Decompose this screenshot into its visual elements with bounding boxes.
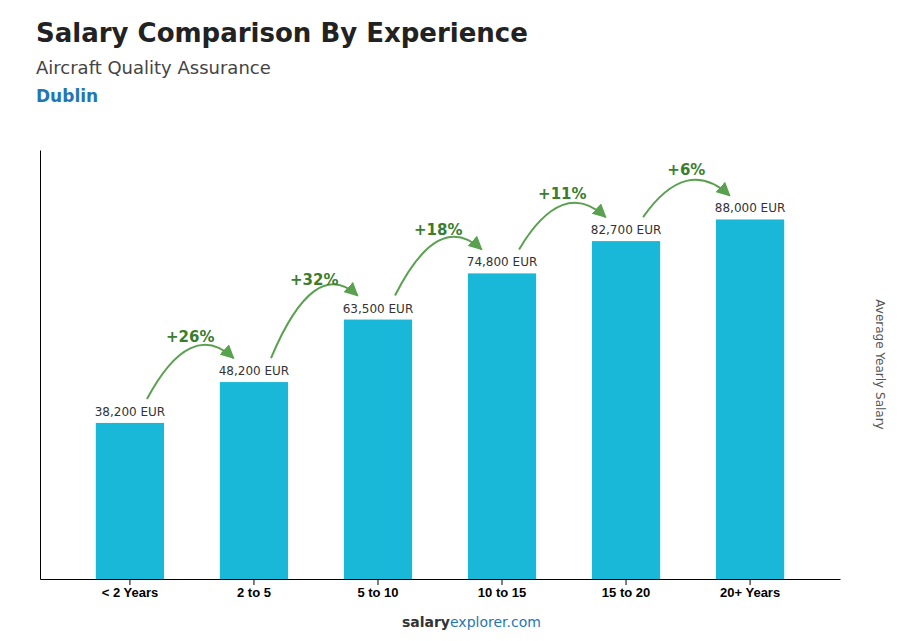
- x-tick-mark: [377, 579, 378, 585]
- x-tick-mark: [626, 579, 627, 585]
- bar: [592, 241, 660, 579]
- subtitle: Aircraft Quality Assurance: [36, 57, 271, 78]
- x-tick-mark: [750, 579, 751, 585]
- bars: [96, 219, 784, 579]
- x-tick: 20+ Years: [720, 579, 780, 600]
- x-axis: < 2 Years 2 to 5 5 to 10 10 to 15 15 to 20 20…: [41, 579, 841, 600]
- annotation-arrow: [519, 203, 606, 250]
- source: explorer.com: [450, 614, 541, 630]
- data-label: 63,500 EUR: [343, 302, 414, 316]
- data-label: 82,700 EUR: [591, 223, 662, 237]
- x-tick-label: 15 to 20: [602, 585, 650, 600]
- x-tick: 2 to 5: [237, 579, 271, 600]
- x-tick-mark: [129, 579, 130, 585]
- x-axis-line: [41, 579, 841, 580]
- data-label: 88,000 EUR: [715, 201, 786, 215]
- x-tick-label: 10 to 15: [478, 585, 526, 600]
- annotation-arrow: [395, 237, 482, 296]
- x-tick: 15 to 20: [602, 579, 650, 600]
- title: Salary Comparison By Experience: [36, 18, 528, 48]
- annotation: +6%: [667, 161, 705, 179]
- chart: Salary Comparison By Experience Aircraft …: [0, 0, 900, 641]
- x-tick: 5 to 10: [357, 579, 398, 600]
- bar: [468, 273, 536, 579]
- annotation: +11%: [538, 185, 586, 203]
- x-tick-mark: [253, 579, 254, 585]
- data-label: 74,800 EUR: [467, 255, 538, 269]
- x-tick: < 2 Years: [102, 579, 159, 600]
- annotation: +26%: [166, 328, 214, 346]
- bar: [716, 219, 784, 579]
- x-tick-label: 5 to 10: [357, 585, 398, 600]
- annotation-arrow: [271, 284, 358, 358]
- annotation: +32%: [290, 271, 338, 289]
- annotation-arrow: [643, 180, 730, 217]
- y-axis-line: [40, 151, 41, 580]
- x-tick-label: < 2 Years: [102, 585, 159, 600]
- data-label: 48,200 EUR: [219, 364, 290, 378]
- annotation-arrow: [147, 345, 234, 399]
- data-labels: 38,200 EUR 48,200 EUR 63,500 EUR 74,800 EUR…: [95, 201, 786, 418]
- bar: [96, 423, 164, 579]
- data-label: 38,200 EUR: [95, 405, 166, 419]
- y-axis: [40, 151, 41, 580]
- y-axis-title: Average Yearly Salary: [873, 299, 887, 429]
- bar: [344, 320, 412, 579]
- source: salary: [402, 614, 450, 630]
- x-tick: 10 to 15: [478, 579, 526, 600]
- annotations: +26% +32% +18% +11% +6%: [147, 161, 730, 399]
- bar: [220, 382, 288, 579]
- x-tick-mark: [502, 579, 503, 585]
- x-tick-label: 20+ Years: [720, 585, 780, 600]
- city: Dublin: [36, 86, 98, 106]
- x-tick-label: 2 to 5: [237, 585, 271, 600]
- plot: < 2 Years 2 to 5 5 to 10 10 to 15 15 to 20 20…: [41, 151, 841, 601]
- annotation: +18%: [414, 221, 462, 239]
